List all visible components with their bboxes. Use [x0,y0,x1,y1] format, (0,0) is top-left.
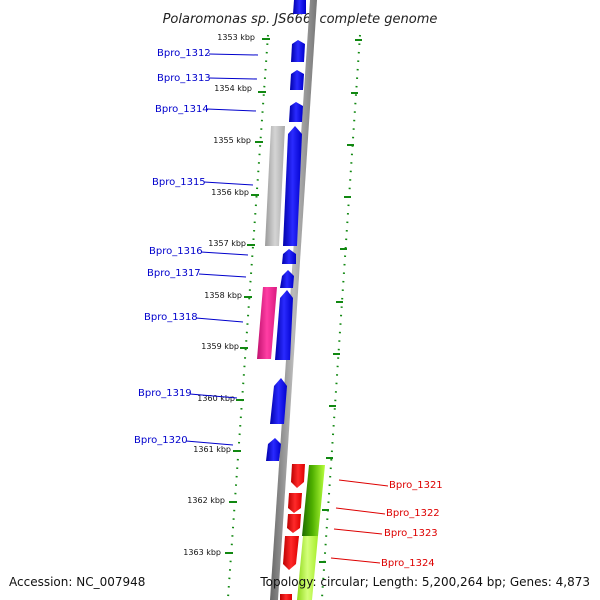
position-marker: 1354 kbp [214,84,252,93]
accession-label: Accession: NC_007948 [9,575,145,589]
left-major-ticks [225,38,270,554]
gene-label-bpro-1318[interactable]: Bpro_1318 [144,312,198,323]
gene-feature[interactable] [287,514,301,533]
forward-gene-labels: Bpro_1312 Bpro_1313 Bpro_1314 Bpro_1315 … [134,48,259,446]
position-marker: 1362 kbp [187,496,225,505]
gene-feature[interactable] [282,249,296,264]
position-marker: 1357 kbp [208,239,246,248]
gene-label-bpro-1314[interactable]: Bpro_1314 [155,104,209,115]
gene-label-bpro-1320[interactable]: Bpro_1320 [134,435,188,446]
reverse-strand-features [280,464,305,600]
right-major-ticks [319,39,362,563]
gene-feature[interactable] [280,594,292,600]
gene-feature[interactable] [275,290,293,360]
gene-feature[interactable] [291,40,305,62]
gene-label-bpro-1315[interactable]: Bpro_1315 [152,177,206,188]
gene-label-bpro-1324[interactable]: Bpro_1324 [381,558,435,569]
gene-feature[interactable] [293,0,306,14]
gene-feature[interactable] [289,102,303,122]
reverse-gene-labels: Bpro_1321 Bpro_1322 Bpro_1323 Bpro_1324 [330,479,443,569]
position-marker: 1361 kbp [193,445,231,454]
gene-feature[interactable] [290,70,304,90]
position-marker: 1356 kbp [211,188,249,197]
position-markers: 1353 kbp 1354 kbp 1355 kbp 1356 kbp 1357… [183,33,255,557]
pink-feature [257,287,277,359]
position-marker: 1360 kbp [197,394,235,403]
gene-label-bpro-1321[interactable]: Bpro_1321 [389,480,443,491]
backbone [270,0,317,600]
gene-label-bpro-1319[interactable]: Bpro_1319 [138,388,192,399]
gene-feature[interactable] [291,464,305,488]
gene-label-bpro-1317[interactable]: Bpro_1317 [147,268,201,279]
genome-summary: Topology: circular; Length: 5,200,264 bp… [259,575,590,589]
gene-label-bpro-1313[interactable]: Bpro_1313 [157,73,211,84]
gene-feature[interactable] [280,270,294,288]
gray-feature [265,126,285,246]
gene-label-bpro-1323[interactable]: Bpro_1323 [384,528,438,539]
gene-label-bpro-1316[interactable]: Bpro_1316 [149,246,203,257]
left-scale-track [227,34,269,599]
right-scale-track [321,34,361,599]
gene-feature[interactable] [270,378,287,424]
gene-feature[interactable] [288,493,302,513]
position-marker: 1353 kbp [217,33,255,42]
gene-feature[interactable] [283,126,302,246]
gene-label-bpro-1312[interactable]: Bpro_1312 [157,48,211,59]
gene-label-bpro-1322[interactable]: Bpro_1322 [386,508,440,519]
lime-feature [297,536,318,600]
position-marker: 1355 kbp [213,136,251,145]
gene-feature[interactable] [283,536,299,570]
position-marker: 1363 kbp [183,548,221,557]
green-feature [302,465,325,536]
forward-strand-features [266,0,306,461]
gene-feature[interactable] [266,438,281,461]
position-marker: 1359 kbp [201,342,239,351]
map-title: Polaromonas sp. JS666, complete genome [163,12,438,27]
position-marker: 1358 kbp [204,291,242,300]
